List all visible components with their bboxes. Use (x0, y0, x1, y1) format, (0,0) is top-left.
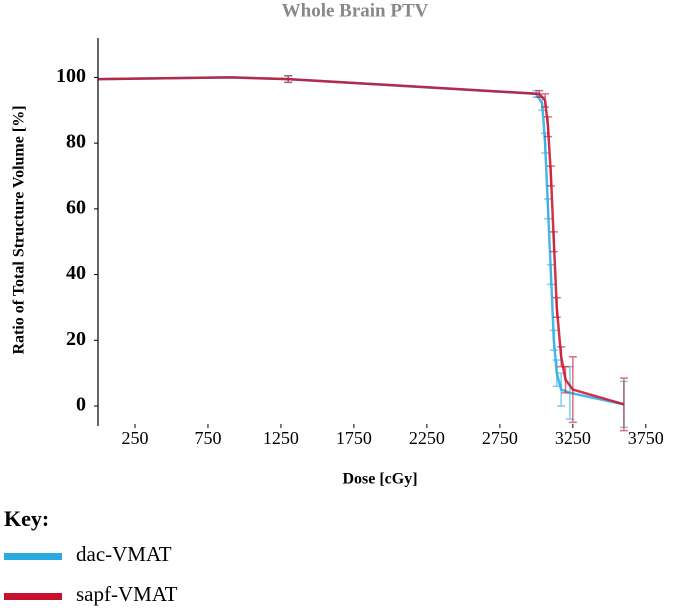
x-tick-label: 2250 (409, 428, 445, 448)
error-bar (619, 377, 628, 432)
y-tick-label: 40 (66, 262, 86, 284)
legend-title: Key: (4, 506, 49, 531)
legend-label: dac-VMAT (76, 542, 172, 566)
y-tick-label: 80 (66, 131, 86, 153)
y-tick-label: 0 (76, 394, 86, 416)
x-tick-label: 250 (121, 428, 148, 448)
x-tick-label: 3250 (555, 428, 591, 448)
x-tick-label: 2750 (482, 428, 518, 448)
y-axis-title: Ratio of Total Structure Volume [%] (11, 105, 28, 354)
y-tick-label: 60 (66, 196, 86, 218)
legend-swatch (4, 553, 62, 560)
x-tick-label: 3750 (628, 428, 664, 448)
x-tick-label: 1750 (336, 428, 372, 448)
chart-title: Whole Brain PTV (282, 0, 429, 21)
legend-label: sapf-VMAT (76, 582, 178, 606)
x-tick-label: 750 (194, 428, 221, 448)
y-tick-label: 20 (66, 328, 86, 350)
x-tick-label: 1250 (263, 428, 299, 448)
data-line (98, 76, 625, 406)
data-line (98, 76, 625, 406)
legend-swatch (4, 593, 62, 600)
x-axis-title: Dose [cGy] (342, 471, 417, 488)
y-tick-label: 100 (56, 65, 86, 87)
